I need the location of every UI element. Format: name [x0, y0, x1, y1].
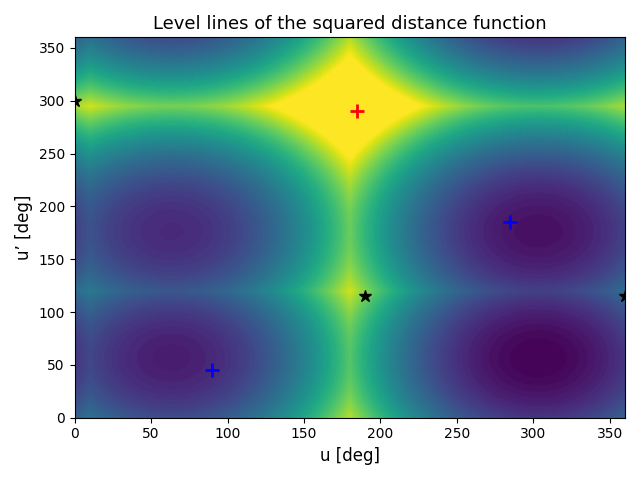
Y-axis label: u’ [deg]: u’ [deg] — [15, 195, 33, 260]
X-axis label: u [deg]: u [deg] — [320, 447, 380, 465]
Title: Level lines of the squared distance function: Level lines of the squared distance func… — [153, 15, 547, 33]
